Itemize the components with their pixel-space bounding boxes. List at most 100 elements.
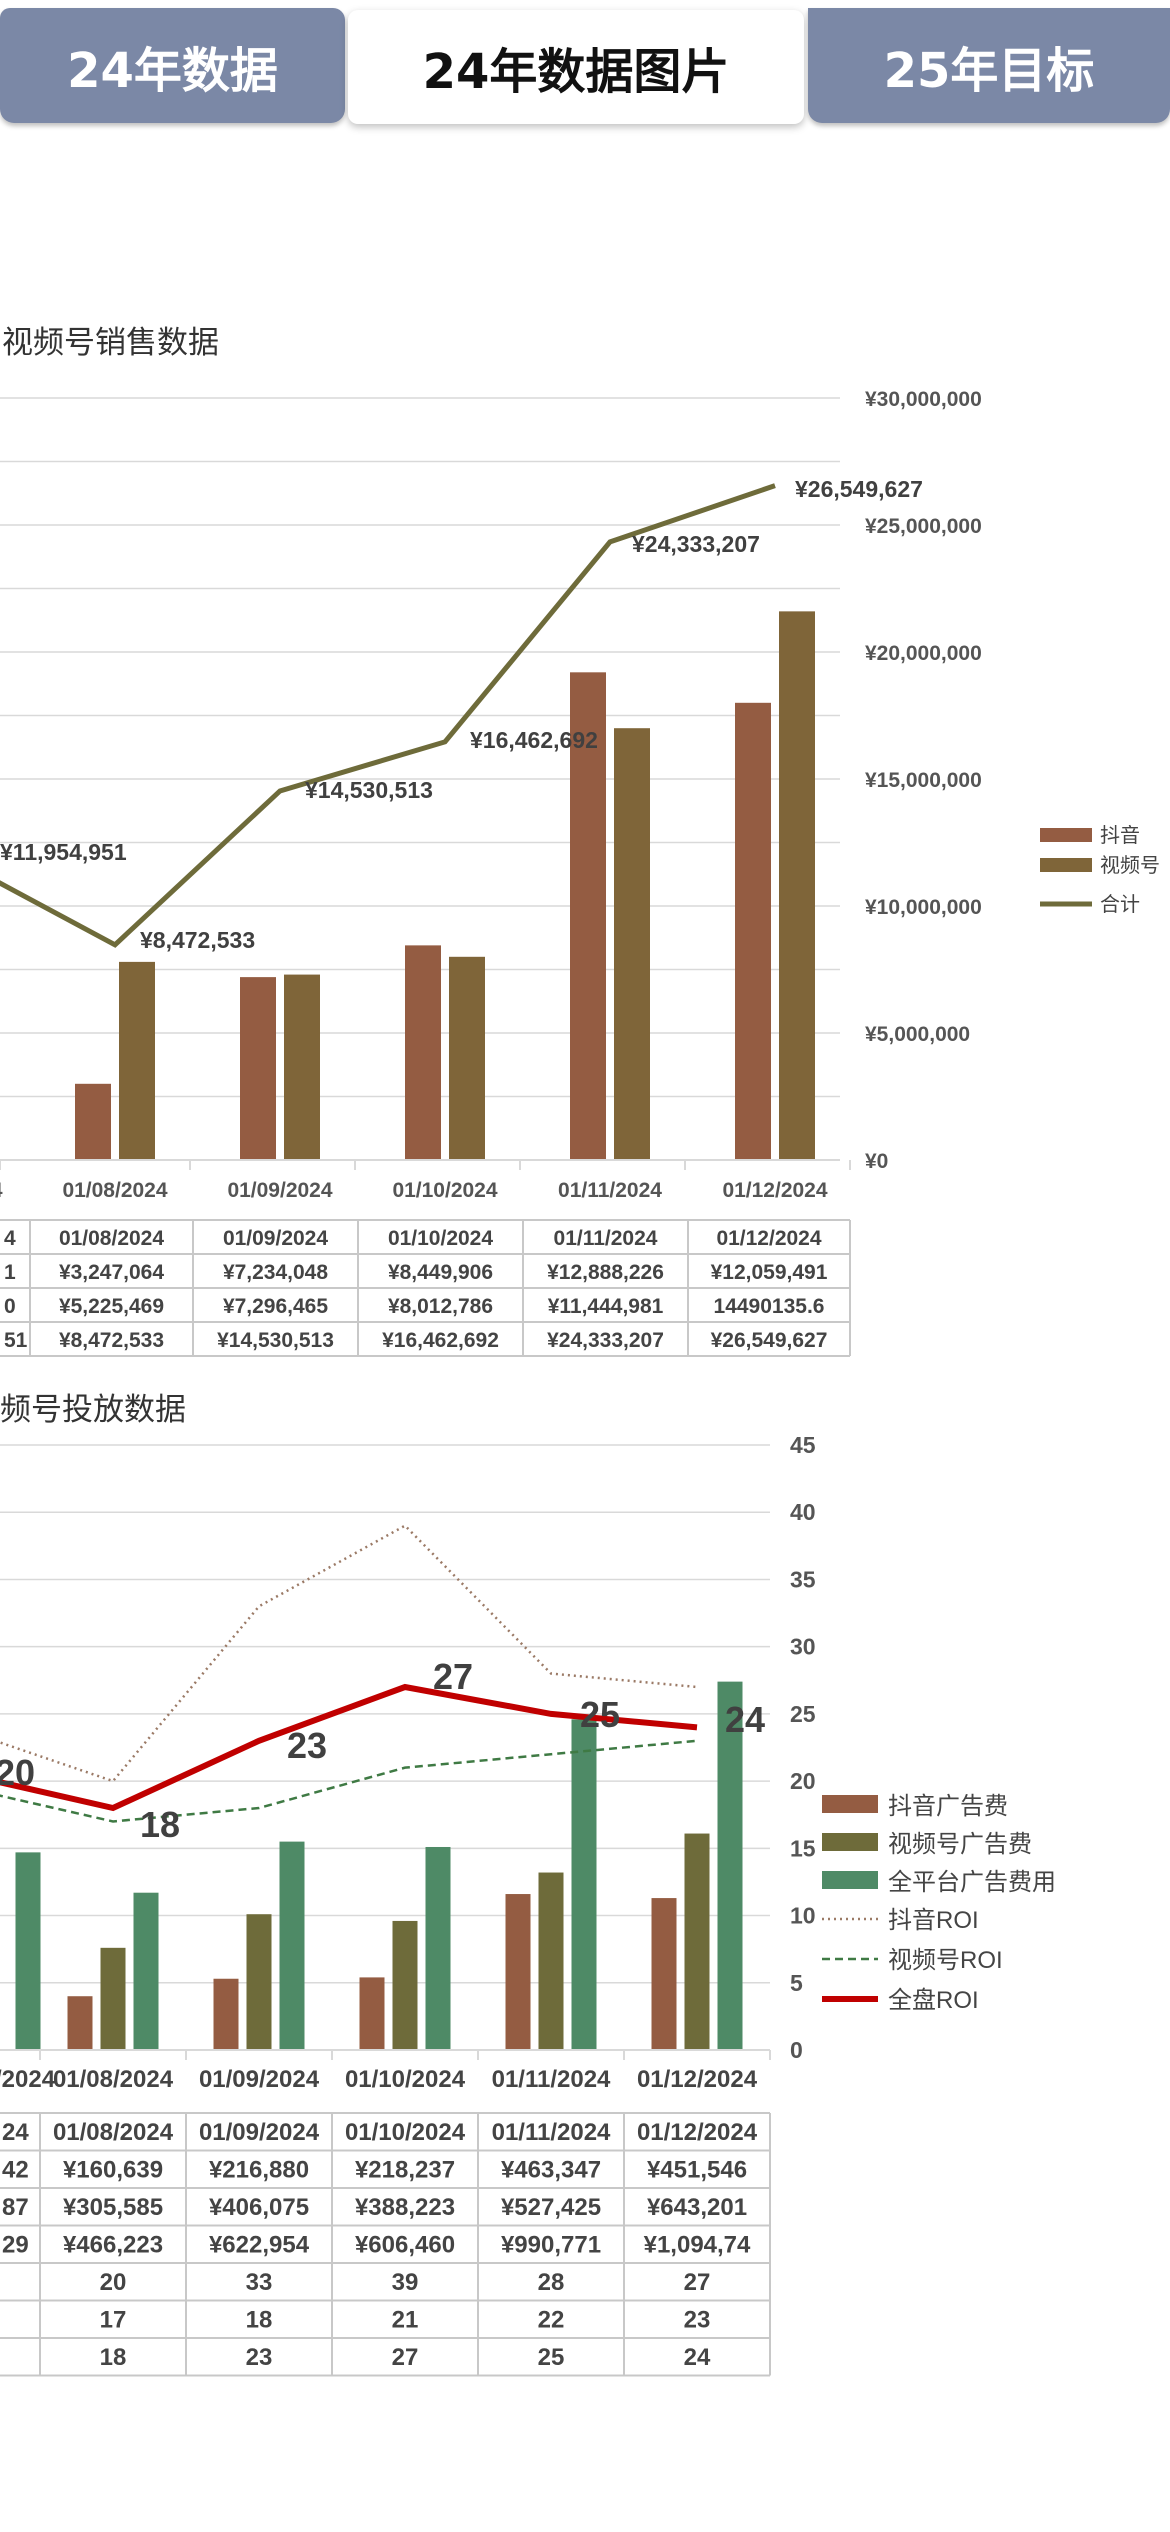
x-tick-label: 01/09/2024 (227, 1179, 332, 1202)
bar-shipinhao-ad (246, 1914, 272, 2050)
bar-douyin (240, 977, 276, 1160)
ads-chart-y-axis: 0 5 10 15 20 25 30 35 40 45 (790, 1432, 816, 2063)
bar-douyin-ad (651, 1898, 677, 2050)
table-cell: ¥11,444,981 (548, 1295, 664, 1318)
roi-data-label: 18 (140, 1804, 180, 1845)
table-cell: ¥3,247,064 (59, 1261, 164, 1284)
ads-data-table: 24 01/08/2024 01/09/2024 01/10/2024 01/11/20… (0, 2112, 771, 2377)
y-tick-label: ¥15,000,000 (865, 769, 982, 792)
legend-swatch-douyin (1040, 828, 1092, 842)
y-tick-label: ¥25,000,000 (865, 515, 982, 538)
bar-douyin (405, 945, 441, 1160)
table-cell: ¥5,225,469 (59, 1295, 164, 1318)
table-cell: ¥218,237 (355, 2157, 455, 2184)
x-tick-label: 01/07/2024 (0, 2066, 56, 2093)
bar-all-platform-ad (15, 1852, 41, 2050)
y-tick-label: ¥30,000,000 (865, 388, 982, 411)
table-cell: ¥1,094,74 (644, 2232, 751, 2259)
table-cell: ¥305,585 (63, 2194, 163, 2221)
legend-douyin-ad-label: 抖音广告费 (888, 1793, 1008, 1820)
table-cell: 42 (2, 2157, 29, 2184)
table-cell: 01/11/2024 (492, 2119, 611, 2146)
data-label: ¥8,472,533 (140, 927, 255, 953)
x-tick-label: 01/08/2024 (53, 2066, 174, 2093)
table-cell: ¥8,449,906 (388, 1261, 493, 1284)
table-cell: ¥14,530,513 (217, 1329, 334, 1352)
bar-shipinhao-ad (100, 1947, 126, 2050)
y-tick-label: 45 (790, 1432, 816, 1458)
y-tick-label: ¥20,000,000 (865, 642, 982, 665)
table-cell: 18 (100, 2344, 127, 2371)
legend-all-platform-ad-label: 全平台广告费用 (888, 1869, 1056, 1896)
table-cell: 1 (4, 1261, 16, 1284)
y-tick-label: ¥10,000,000 (865, 896, 982, 919)
bar-douyin (735, 702, 771, 1160)
bar-all-platform-ad (571, 1719, 597, 2050)
table-cell: ¥527,425 (501, 2194, 601, 2221)
x-tick-label: 01/11/2024 (492, 2066, 611, 2093)
table-cell: 01/10/2024 (388, 1227, 493, 1250)
table-cell: 23 (684, 2307, 711, 2334)
y-tick-label: 10 (790, 1903, 816, 1929)
table-cell: ¥8,472,533 (59, 1329, 164, 1352)
data-label: ¥11,954,951 (0, 839, 127, 865)
tab-24-data-images[interactable]: 24年数据图片 (348, 10, 804, 124)
line-total (0, 483, 776, 948)
table-cell: 17 (100, 2307, 127, 2334)
table-cell: 39 (392, 2269, 419, 2296)
x-tick-label: 01/08/2024 (62, 1179, 167, 1202)
table-cell: 4 (4, 1227, 16, 1250)
y-tick-label: 15 (790, 1835, 816, 1861)
table-cell: 14490135.6 (714, 1295, 825, 1318)
data-label: ¥24,333,207 (632, 531, 760, 557)
table-cell: ¥7,234,048 (223, 1261, 328, 1284)
table-cell: 28 (538, 2269, 565, 2296)
y-tick-label: 40 (790, 1499, 816, 1525)
table-cell: ¥26,549,627 (711, 1329, 828, 1352)
bar-shipinhao (284, 974, 320, 1160)
roi-data-label: 27 (433, 1656, 473, 1697)
table-cell: ¥12,059,491 (711, 1261, 828, 1284)
table-cell: ¥7,296,465 (223, 1295, 328, 1318)
y-tick-label: 30 (790, 1634, 816, 1660)
ads-chart-title: 频号投放数据 (0, 1392, 186, 1427)
x-tick-label: 01/12/2024 (722, 1179, 827, 1202)
table-cell: ¥606,460 (355, 2232, 455, 2259)
y-tick-label: ¥0 (865, 1150, 888, 1173)
line-shipinhao-roi (0, 1739, 698, 1823)
tab-24-data[interactable]: 24年数据 (0, 8, 345, 123)
table-cell: ¥643,201 (647, 2194, 747, 2221)
legend-douyin-roi-label: 抖音ROI (888, 1907, 979, 1934)
bar-all-platform-ad (133, 1892, 159, 2050)
bar-shipinhao-ad (392, 1920, 418, 2050)
bar-shipinhao (119, 961, 155, 1160)
y-tick-label: ¥5,000,000 (865, 1023, 970, 1046)
table-cell: ¥990,771 (501, 2232, 601, 2259)
sales-chart-data-labels: ¥11,954,951 ¥8,472,533 ¥14,530,513 ¥16,462,… (0, 476, 923, 953)
tab-25-targets[interactable]: 25年目标 (808, 8, 1170, 123)
roi-data-label: 24 (725, 1699, 765, 1740)
table-cell: 01/09/2024 (223, 1227, 328, 1250)
bar-shipinhao (779, 611, 815, 1160)
table-cell: ¥622,954 (209, 2232, 310, 2259)
table-cell: 01/08/2024 (59, 1227, 164, 1250)
table-cell: ¥160,639 (63, 2157, 163, 2184)
bar-shipinhao-ad (684, 1833, 710, 2050)
sales-chart-y-axis: ¥0 ¥5,000,000 ¥10,000,000 ¥15,000,000 ¥20,00… (865, 388, 982, 1173)
legend-shipinhao-ad-swatch (822, 1833, 878, 1851)
table-cell: 23 (246, 2344, 273, 2371)
table-cell: ¥216,880 (209, 2157, 309, 2184)
table-cell: 20 (100, 2269, 127, 2296)
line-douyin-roi (0, 1524, 698, 1783)
table-cell: 29 (2, 2232, 29, 2259)
legend-swatch-shipinhao (1040, 858, 1092, 872)
table-cell: 25 (538, 2344, 565, 2371)
roi-data-label: 20 (0, 1752, 35, 1793)
bar-douyin-ad (359, 1977, 385, 2050)
sales-chart-bars (75, 611, 815, 1160)
bar-douyin-ad (505, 1894, 531, 2050)
bar-douyin (75, 1083, 111, 1160)
x-tick-label: 01/07/2024 (0, 1179, 3, 1202)
